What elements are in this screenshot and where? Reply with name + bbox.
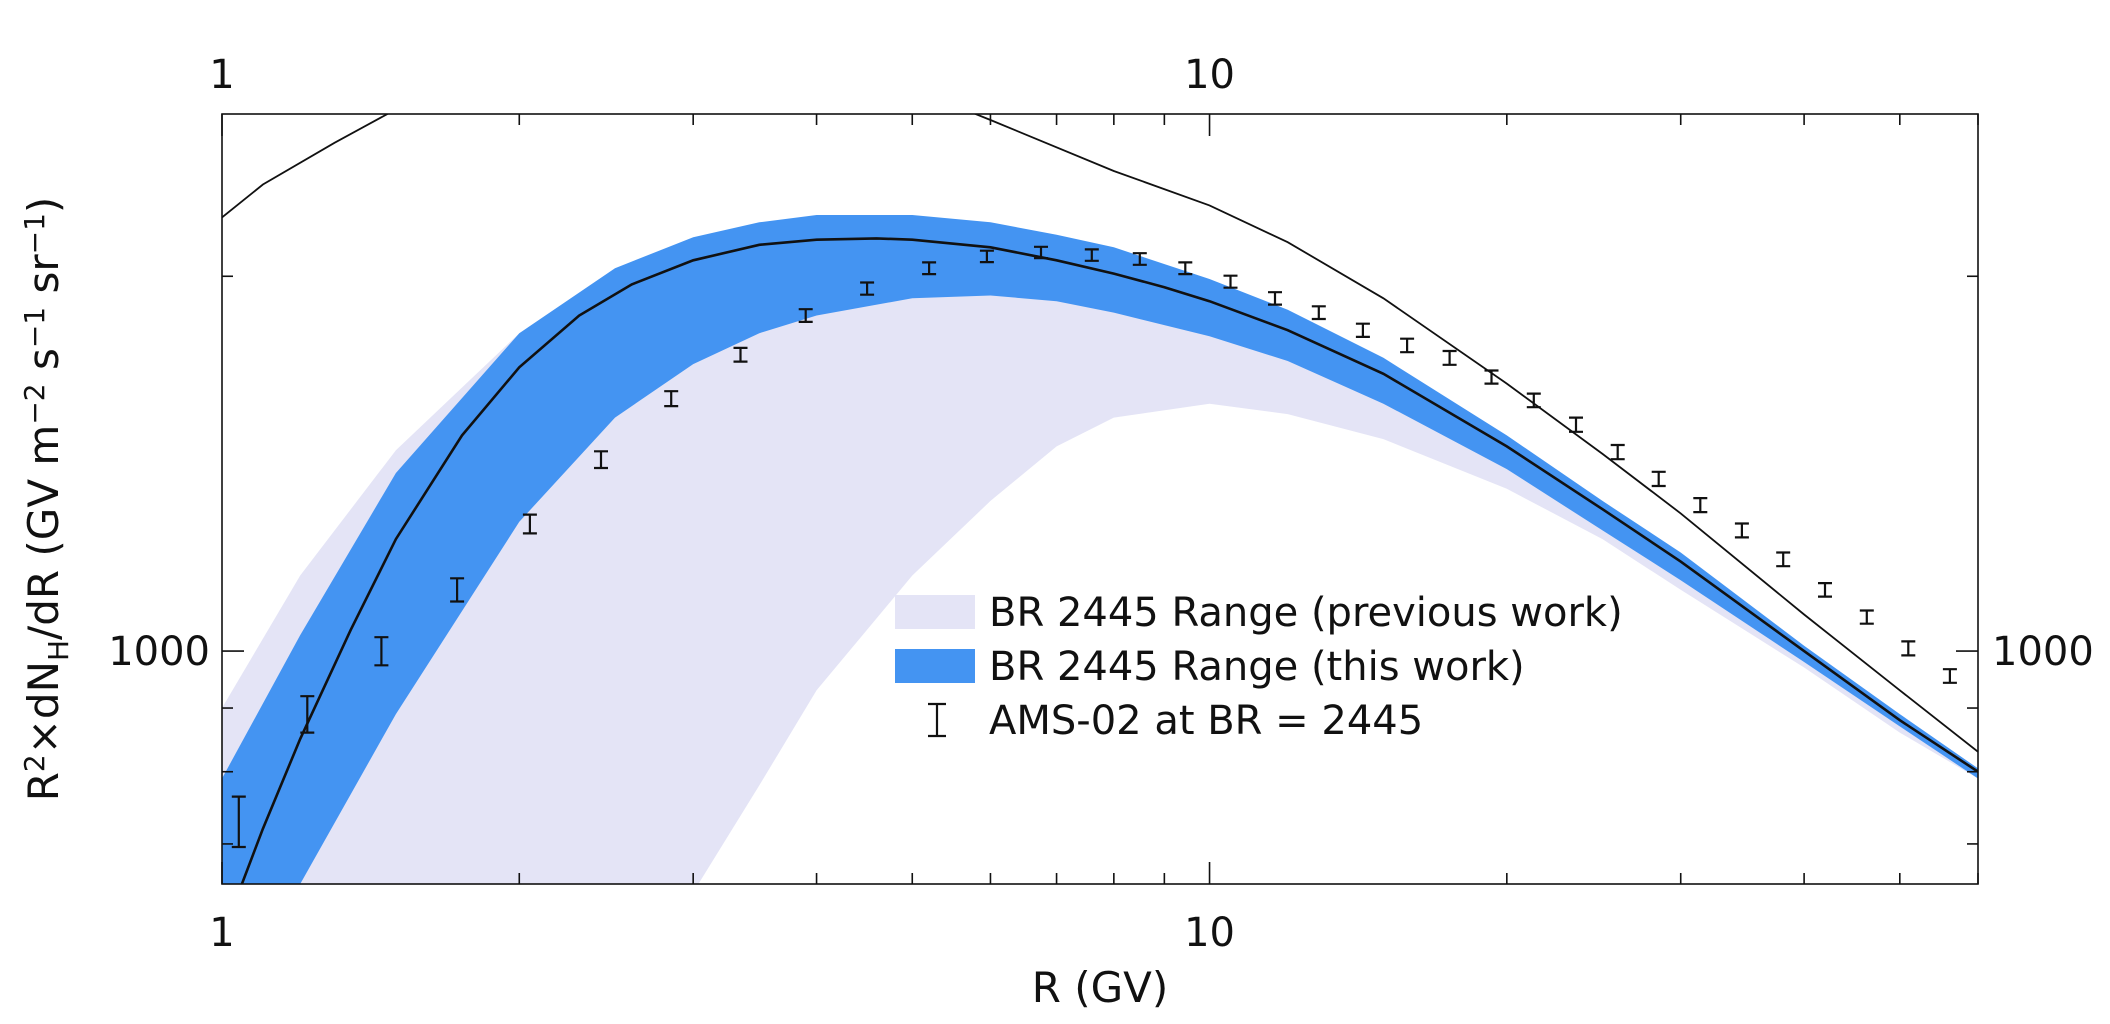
y-axis-title: R2×dNH/dR (GV m−2 s−1 sr−1) <box>18 197 75 802</box>
data-point <box>1526 392 1541 409</box>
legend: BR 2445 Range (previous work) BR 2445 Ran… <box>895 590 1623 744</box>
data-point <box>300 695 315 734</box>
data-point <box>1132 252 1147 266</box>
data-point <box>1776 551 1791 568</box>
model-curves <box>222 114 1978 884</box>
legend-swatch-0 <box>895 595 975 629</box>
data-point <box>1268 291 1282 306</box>
data-point <box>450 577 465 603</box>
legend-label-2: AMS-02 at BR = 2445 <box>989 698 1423 744</box>
data-point <box>1693 497 1708 514</box>
data-point <box>1034 245 1048 260</box>
data-point <box>1442 349 1457 366</box>
data-point <box>594 450 608 470</box>
x-tick-label-top: 10 <box>1184 52 1235 98</box>
ams02-points <box>231 245 1957 849</box>
data-point <box>664 390 679 408</box>
data-point <box>1734 522 1749 539</box>
data-point <box>1942 668 1957 684</box>
data-point <box>979 249 994 264</box>
data-point <box>1355 322 1370 338</box>
legend-swatch-1 <box>895 649 975 683</box>
x-tick-label-bottom: 10 <box>1184 910 1235 956</box>
plot-frame <box>221 113 1979 885</box>
data-point <box>1223 274 1238 289</box>
data-point <box>1311 305 1326 321</box>
data-point <box>1610 443 1625 461</box>
range-band-0 <box>222 222 1978 884</box>
data-point <box>860 281 875 296</box>
data-point <box>1651 470 1666 488</box>
x-tick-label-bottom: 1 <box>209 910 234 956</box>
data-point <box>1178 261 1193 276</box>
legend-label-1: BR 2445 Range (this work) <box>989 644 1525 690</box>
data-point <box>1484 369 1499 385</box>
data-point <box>1084 248 1099 262</box>
x-tick-label-top: 1 <box>209 52 234 98</box>
range-bands <box>222 215 1978 884</box>
range-band-1 <box>222 215 1978 884</box>
y-tick-label-right: 1000 <box>1992 629 2094 675</box>
data-point <box>374 636 389 667</box>
data-point <box>922 261 937 276</box>
data-point <box>1859 609 1874 625</box>
model-line-1 <box>222 114 1978 753</box>
data-point <box>1901 640 1916 657</box>
model-line-0 <box>240 237 1978 884</box>
legend-label-0: BR 2445 Range (previous work) <box>989 590 1623 636</box>
data-point <box>1400 337 1415 354</box>
axis-ticks: 1 10 1 10 1000 1000 <box>108 52 2094 956</box>
data-point <box>1569 416 1583 433</box>
data-point <box>1818 582 1832 598</box>
data-point <box>231 795 246 849</box>
y-tick-label-left: 1000 <box>108 629 210 675</box>
legend-errorbar-icon <box>928 702 946 738</box>
data-point <box>733 346 748 363</box>
data-point <box>522 513 537 535</box>
data-point <box>798 308 813 323</box>
x-axis-title: R (GV) <box>1032 963 1169 1012</box>
